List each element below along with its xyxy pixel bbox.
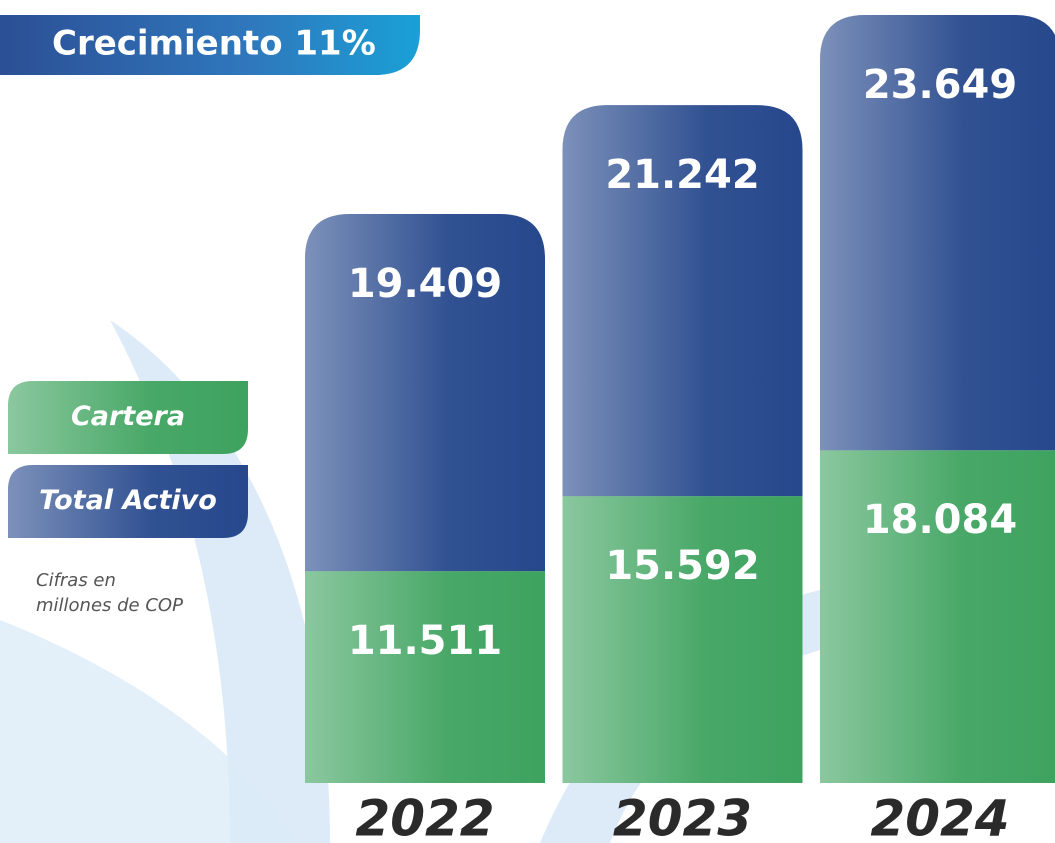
data-label: 18.084	[863, 497, 1017, 543]
title-banner	[0, 15, 420, 75]
x-tick-label: 2023	[613, 790, 752, 843]
bar-sheen	[562, 496, 803, 783]
data-label: 21.242	[605, 152, 759, 198]
data-label: 11.511	[348, 618, 502, 664]
legend-label: Cartera	[71, 401, 185, 432]
bar-sheen	[820, 15, 1055, 451]
data-label: 15.592	[605, 543, 759, 589]
data-label: 19.409	[348, 261, 502, 307]
bar-sheen	[305, 213, 545, 572]
chart-title: Crecimiento 11%	[52, 24, 376, 64]
x-tick-label: 2024	[870, 790, 1009, 843]
legend-sheen	[8, 465, 248, 538]
x-tick-label: 2022	[355, 790, 494, 843]
bar-sheen	[305, 571, 545, 783]
legend: Cartera Total Activo	[8, 381, 248, 538]
bar-sheen	[820, 450, 1055, 783]
note: Cifras en	[36, 570, 116, 591]
legend-label: Total Activo	[39, 485, 217, 516]
bar-sheen	[562, 105, 803, 497]
note: millones de COP	[36, 595, 183, 616]
data-label: 23.649	[863, 62, 1017, 108]
legend-sheen	[8, 381, 248, 454]
